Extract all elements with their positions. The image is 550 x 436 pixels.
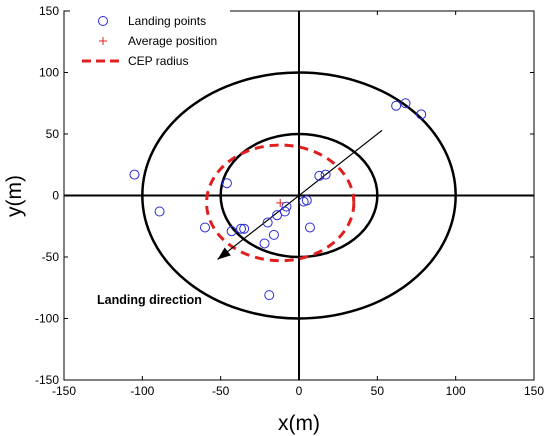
tick-labels: -150 -100 -50 0 50 100 150 -150 -100 -50 0 50 100 150	[35, 4, 544, 398]
x-tick-label: -150	[52, 384, 76, 398]
x-tick-label: -100	[130, 384, 154, 398]
cep-radius-circle	[205, 143, 356, 263]
legend: Landing points Average position CEP radi…	[70, 8, 230, 68]
legend-average-position-marker	[99, 37, 107, 45]
landing-direction-arrow-line	[217, 129, 383, 260]
y-tick-label: -50	[42, 250, 60, 264]
y-tick-label: 50	[46, 127, 60, 141]
landing-point	[314, 170, 325, 181]
x-tick-label: 0	[296, 384, 303, 398]
x-tick-label: 100	[446, 384, 466, 398]
landing-point	[200, 222, 210, 233]
plot-area	[63, 10, 535, 381]
y-tick-label: 0	[52, 189, 59, 203]
landing-point	[259, 238, 270, 249]
landing-point	[304, 222, 315, 233]
x-tick-label: 50	[371, 384, 385, 398]
legend-average-position-label: Average position	[128, 34, 217, 48]
landing-point	[268, 229, 279, 240]
landing-point	[301, 195, 312, 206]
legend-background	[70, 8, 230, 66]
landing-point	[262, 217, 273, 228]
landing-point	[416, 109, 427, 120]
legend-landing-points-label: Landing points	[128, 14, 206, 28]
y-tick-label: -150	[35, 373, 59, 387]
y-tick-label: 150	[39, 4, 59, 18]
reference-circle-r50	[219, 132, 379, 259]
y-tick-label: 100	[39, 66, 59, 80]
landing-point	[281, 201, 292, 212]
legend-cep-radius-label: CEP radius	[128, 54, 188, 68]
average-position-marker	[276, 198, 285, 207]
x-axis-label: x(m)	[278, 412, 320, 435]
x-tick-label: 150	[524, 384, 544, 398]
landing-point	[226, 226, 237, 237]
landing-point	[221, 178, 232, 189]
reference-circle-r100	[141, 71, 457, 320]
x-tick-label: -50	[212, 384, 230, 398]
landing-point	[391, 100, 402, 111]
landing-direction-arrowhead	[217, 247, 231, 260]
landing-point	[320, 169, 331, 180]
landing-point	[129, 169, 140, 180]
y-axis-label: y(m)	[3, 175, 26, 217]
landing-point	[236, 223, 247, 234]
landing-point	[279, 206, 290, 217]
landing-point	[400, 98, 411, 109]
y-tick-label: -100	[35, 312, 59, 326]
landing-point	[264, 290, 275, 301]
legend-landing-points-marker	[98, 16, 108, 26]
landing-direction-label: Landing direction	[97, 293, 202, 307]
landing-point	[154, 206, 165, 217]
landing-point	[239, 223, 250, 234]
